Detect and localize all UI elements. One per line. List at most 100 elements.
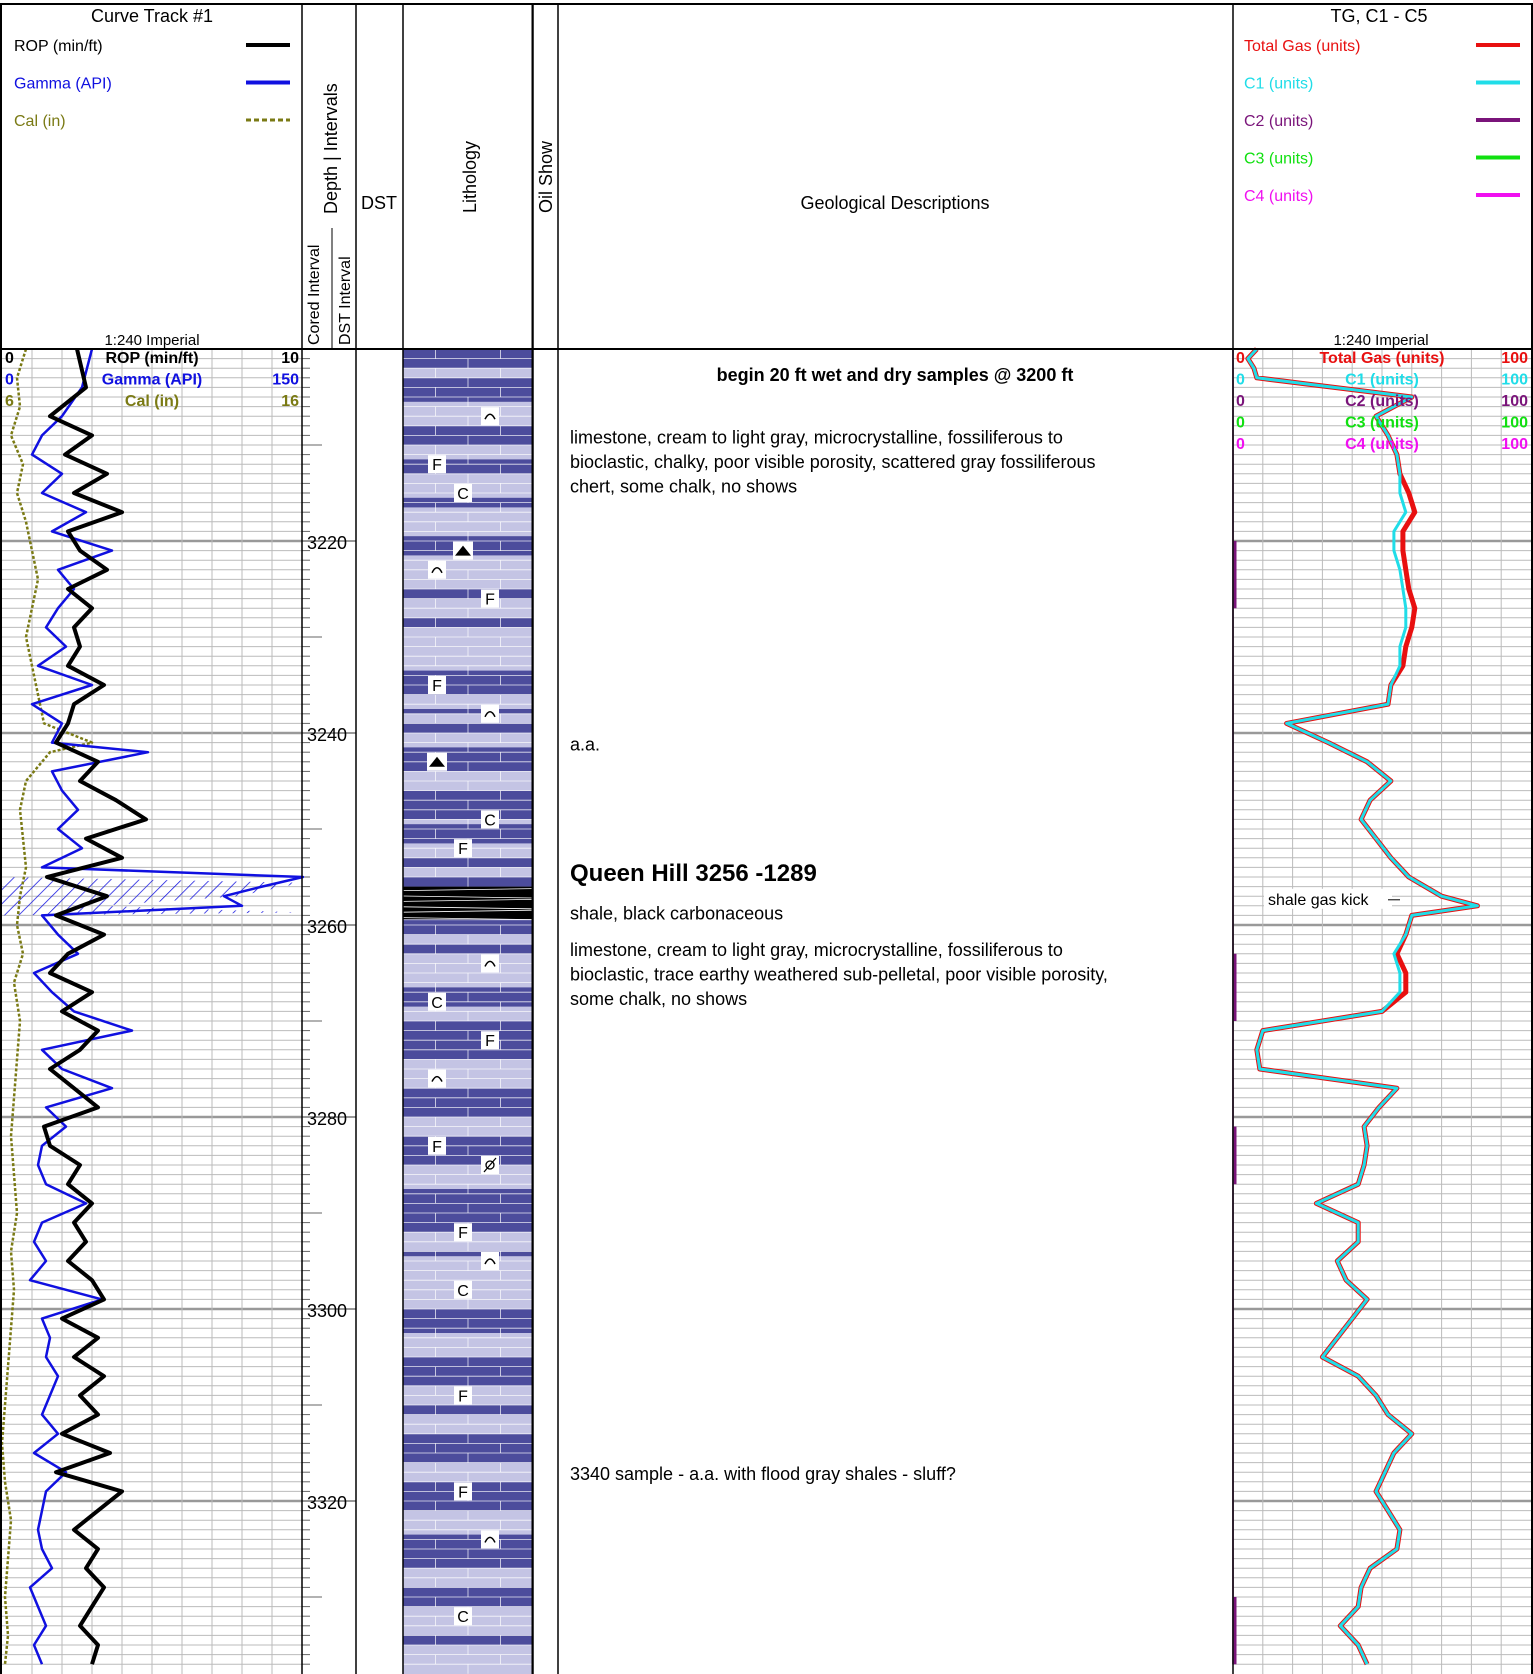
lith-symbol-box bbox=[481, 954, 499, 973]
pelletal-symbol-stroke bbox=[483, 1157, 497, 1173]
chert-symbol: C bbox=[457, 1283, 469, 1300]
lith-symbol-box bbox=[454, 1482, 472, 1501]
legend-label: C2 (units) bbox=[1244, 113, 1313, 130]
oolite-symbol bbox=[484, 711, 496, 718]
legend-label: C1 (units) bbox=[1244, 76, 1313, 93]
description-line: bioclastic, trace earthy weathered sub-p… bbox=[570, 965, 1108, 985]
scale-label: ROP (min/ft) bbox=[105, 350, 198, 367]
geological-descriptions: begin 20 ft wet and dry samples @ 3200 f… bbox=[570, 365, 1108, 1484]
chert-nodule-symbol bbox=[455, 545, 471, 556]
gamma-curve bbox=[28, 348, 305, 1665]
fossil-symbol: F bbox=[485, 592, 495, 609]
lithology-label: Lithology bbox=[460, 141, 480, 213]
lith-symbol-box bbox=[481, 407, 499, 426]
depth-label: 3300 bbox=[307, 1301, 347, 1321]
scale-label: C4 (units) bbox=[1345, 436, 1419, 453]
lith-symbol-box bbox=[428, 455, 446, 474]
geo-desc-label: Geological Descriptions bbox=[800, 193, 989, 213]
legend-label: Cal (in) bbox=[14, 113, 66, 130]
scale-min: 0 bbox=[1236, 436, 1245, 453]
scale-max: 16 bbox=[281, 393, 299, 410]
lith-symbol-box bbox=[454, 1386, 472, 1405]
oolite-symbol bbox=[484, 960, 496, 967]
fossil-symbol: F bbox=[432, 678, 442, 695]
curve-legend: ROP (min/ft) Gamma (API) Cal (in) bbox=[14, 38, 290, 130]
lith-shale-line bbox=[402, 906, 534, 910]
fossil-symbol: F bbox=[458, 1225, 468, 1242]
description-line: some chalk, no shows bbox=[570, 989, 747, 1009]
chert-nodule-symbol bbox=[429, 756, 445, 767]
annotations: shale gas kick bbox=[1264, 888, 1400, 909]
lith-limestone-band bbox=[403, 920, 533, 935]
fossil-symbol: F bbox=[432, 1139, 442, 1156]
lith-limestone-band bbox=[403, 1635, 533, 1645]
description-line: a.a. bbox=[570, 735, 600, 755]
depth-labels: 3220 3240 3260 3280 3300 3320 bbox=[307, 533, 347, 1513]
header: Curve Track #1 1:240 Imperial Cored Inte… bbox=[91, 6, 1429, 349]
gas-track-title: TG, C1 - C5 bbox=[1330, 6, 1427, 26]
rop-curve bbox=[42, 348, 148, 1665]
fossil-symbol: F bbox=[458, 1388, 468, 1405]
lith-limestone-band bbox=[403, 1405, 533, 1415]
scale-min: 0 bbox=[5, 372, 14, 389]
description-line: limestone, cream to light gray, microcry… bbox=[570, 427, 1063, 447]
grid-layer bbox=[2, 349, 1531, 1674]
lith-symbol-box bbox=[428, 992, 446, 1011]
lith-shale-band bbox=[403, 886, 533, 920]
lith-symbol-box bbox=[454, 484, 472, 502]
depth-intervals-label: Depth | Intervals bbox=[321, 83, 341, 214]
lith-shale-line bbox=[402, 895, 534, 899]
gas-layer bbox=[1232, 347, 1480, 1666]
scale-max: 100 bbox=[1501, 372, 1528, 389]
legend-label: ROP (min/ft) bbox=[14, 38, 103, 55]
chert-symbol: C bbox=[431, 995, 443, 1012]
scale-max: 100 bbox=[1501, 415, 1528, 432]
depth-label: 3320 bbox=[307, 1493, 347, 1513]
lith-symbol-box bbox=[481, 810, 499, 829]
legend-label: Total Gas (units) bbox=[1244, 38, 1360, 55]
legend-label: C3 (units) bbox=[1244, 151, 1313, 168]
lith-symbol-box bbox=[428, 560, 446, 579]
curve-track-title: Curve Track #1 bbox=[91, 6, 213, 26]
lith-symbol-box bbox=[481, 1530, 499, 1549]
scale-min: 0 bbox=[1236, 372, 1245, 389]
description-line: limestone, cream to light gray, microcry… bbox=[570, 940, 1063, 960]
lith-symbol-box bbox=[454, 1280, 472, 1299]
chert-symbol: C bbox=[484, 812, 496, 829]
gas-kick-annotation: shale gas kick bbox=[1268, 892, 1369, 909]
lith-symbol-box bbox=[481, 589, 499, 608]
annotation-bg bbox=[1264, 888, 1392, 909]
lith-limestone-band bbox=[403, 617, 533, 628]
legend-label: C4 (units) bbox=[1244, 188, 1313, 205]
dst-interval-label: DST Interval bbox=[337, 256, 354, 345]
oolite-symbol bbox=[484, 1536, 496, 1543]
oil-show-label: Oil Show bbox=[536, 140, 556, 213]
scale-max: 10 bbox=[281, 350, 299, 367]
gas-scale-label: 1:240 Imperial bbox=[1333, 332, 1428, 349]
curve-layer bbox=[0, 348, 305, 1665]
scale-max: 100 bbox=[1501, 393, 1528, 410]
cored-interval-label: Cored Interval bbox=[306, 245, 323, 346]
scale-max: 150 bbox=[272, 372, 299, 389]
scale-label: Total Gas (units) bbox=[1319, 350, 1444, 367]
lith-symbol-box bbox=[481, 1031, 499, 1050]
pelletal-symbol bbox=[485, 1160, 495, 1170]
fossil-symbol: F bbox=[458, 1484, 468, 1501]
sample-note: begin 20 ft wet and dry samples @ 3200 f… bbox=[717, 365, 1074, 385]
lith-limestone-band bbox=[403, 944, 533, 954]
scale-min: 6 bbox=[5, 393, 14, 410]
track-frame bbox=[0, 3, 1533, 1674]
fossil-symbol: F bbox=[458, 841, 468, 858]
curve-scale-label: 1:240 Imperial bbox=[104, 332, 199, 349]
c1-curve bbox=[1246, 347, 1479, 1665]
description-line: bioclastic, chalky, poor visible porosit… bbox=[570, 452, 1096, 472]
depth-label: 3260 bbox=[307, 917, 347, 937]
oolite-symbol bbox=[484, 1258, 496, 1265]
fossil-symbol: F bbox=[432, 457, 442, 474]
lith-shale-line bbox=[402, 909, 534, 913]
description-line: 3340 sample - a.a. with flood gray shale… bbox=[570, 1464, 956, 1484]
lith-symbol-box bbox=[481, 704, 499, 723]
scale-label: C2 (units) bbox=[1345, 393, 1419, 410]
lith-symbol-box bbox=[428, 1069, 446, 1088]
